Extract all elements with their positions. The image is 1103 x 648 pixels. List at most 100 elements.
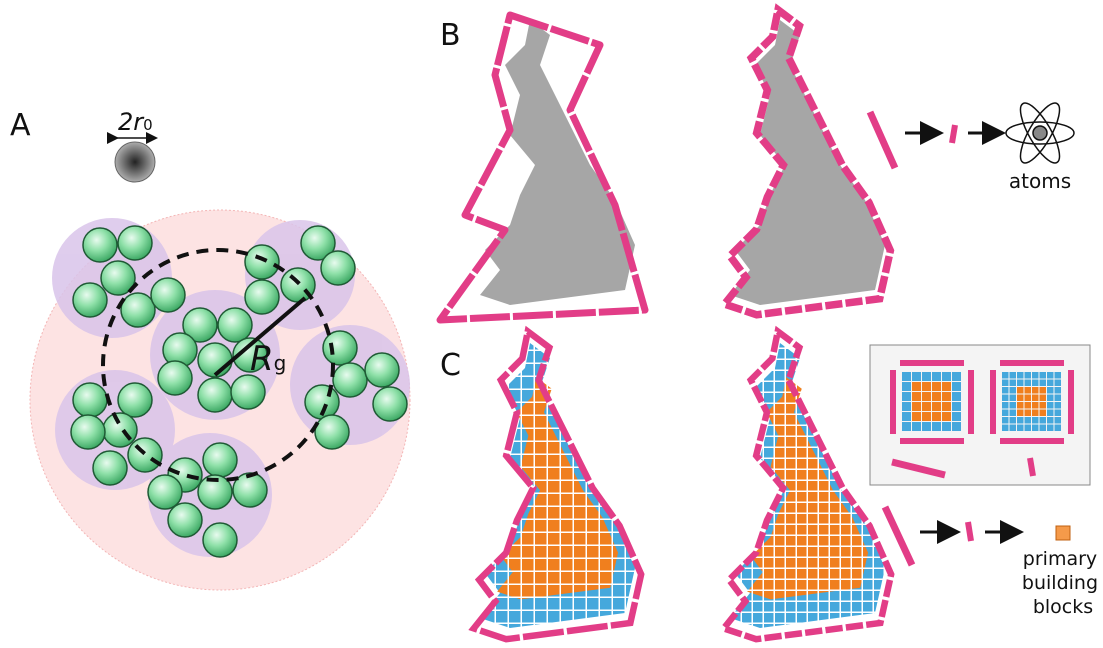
block bbox=[509, 611, 521, 623]
particle bbox=[150, 277, 186, 313]
block bbox=[1039, 409, 1046, 416]
block bbox=[626, 520, 635, 532]
block bbox=[470, 507, 482, 519]
block bbox=[1024, 417, 1031, 424]
block bbox=[548, 533, 560, 545]
block bbox=[639, 416, 651, 428]
block bbox=[720, 338, 730, 348]
block bbox=[496, 468, 508, 480]
block bbox=[483, 520, 495, 532]
particle bbox=[197, 474, 233, 510]
block bbox=[639, 624, 651, 636]
block bbox=[1032, 409, 1039, 416]
block bbox=[497, 403, 508, 415]
gyration-circle bbox=[101, 248, 335, 482]
block bbox=[922, 382, 931, 391]
block bbox=[841, 602, 851, 612]
block bbox=[830, 393, 840, 403]
block bbox=[600, 481, 612, 493]
block bbox=[775, 349, 785, 359]
block bbox=[600, 559, 612, 571]
block bbox=[613, 481, 625, 493]
block bbox=[639, 416, 651, 428]
block bbox=[775, 459, 785, 469]
block bbox=[561, 559, 573, 571]
block bbox=[587, 343, 599, 350]
block bbox=[742, 624, 752, 628]
map-blocks-fine bbox=[720, 331, 895, 639]
block bbox=[626, 507, 638, 519]
map-blocks-coarse bbox=[470, 331, 651, 639]
block bbox=[639, 494, 651, 506]
block bbox=[1047, 372, 1054, 379]
block bbox=[819, 382, 829, 392]
block bbox=[819, 481, 829, 491]
block bbox=[797, 492, 807, 502]
block bbox=[852, 415, 862, 425]
radius-line bbox=[213, 296, 307, 377]
block bbox=[1002, 409, 1009, 416]
block bbox=[1039, 372, 1046, 379]
block bbox=[742, 580, 752, 590]
block bbox=[483, 572, 495, 584]
block bbox=[587, 390, 599, 402]
block bbox=[819, 514, 829, 524]
particle bbox=[197, 342, 233, 378]
block bbox=[1002, 372, 1009, 379]
block bbox=[1017, 394, 1024, 401]
block bbox=[912, 372, 921, 381]
block bbox=[522, 351, 534, 363]
segment bbox=[866, 110, 899, 170]
block bbox=[819, 360, 829, 370]
block bbox=[852, 437, 862, 447]
block bbox=[720, 492, 730, 502]
block bbox=[574, 429, 586, 441]
block bbox=[731, 404, 741, 414]
block bbox=[764, 525, 774, 535]
segment bbox=[965, 521, 974, 542]
block bbox=[1009, 424, 1016, 431]
block bbox=[852, 514, 862, 524]
block bbox=[561, 390, 573, 402]
block bbox=[841, 459, 851, 469]
block bbox=[470, 585, 482, 597]
diameter-label: 2r0 bbox=[118, 108, 153, 136]
block bbox=[863, 492, 873, 502]
block bbox=[574, 572, 586, 584]
block bbox=[509, 338, 521, 350]
block bbox=[808, 371, 818, 381]
block bbox=[747, 503, 752, 513]
particle bbox=[314, 414, 350, 450]
block bbox=[753, 360, 763, 370]
block bbox=[764, 459, 774, 469]
block bbox=[808, 349, 818, 359]
block bbox=[720, 349, 730, 359]
block bbox=[613, 572, 625, 584]
block bbox=[613, 442, 619, 454]
block bbox=[535, 520, 547, 532]
block bbox=[753, 503, 763, 513]
block bbox=[797, 536, 807, 546]
block bbox=[922, 422, 931, 431]
block bbox=[561, 546, 573, 558]
block bbox=[819, 613, 829, 623]
block bbox=[509, 546, 521, 558]
block bbox=[786, 591, 796, 600]
block bbox=[522, 546, 534, 558]
block bbox=[639, 546, 651, 558]
block bbox=[600, 338, 612, 350]
block bbox=[496, 343, 508, 350]
particle bbox=[332, 362, 368, 398]
block bbox=[497, 520, 508, 532]
block bbox=[902, 422, 911, 431]
block bbox=[775, 558, 785, 568]
block bbox=[841, 415, 851, 425]
block bbox=[1039, 424, 1046, 431]
block bbox=[830, 503, 840, 513]
block bbox=[613, 455, 619, 467]
block bbox=[885, 492, 895, 502]
block bbox=[587, 598, 599, 610]
block bbox=[819, 393, 829, 403]
block bbox=[747, 459, 752, 469]
block bbox=[830, 448, 840, 458]
